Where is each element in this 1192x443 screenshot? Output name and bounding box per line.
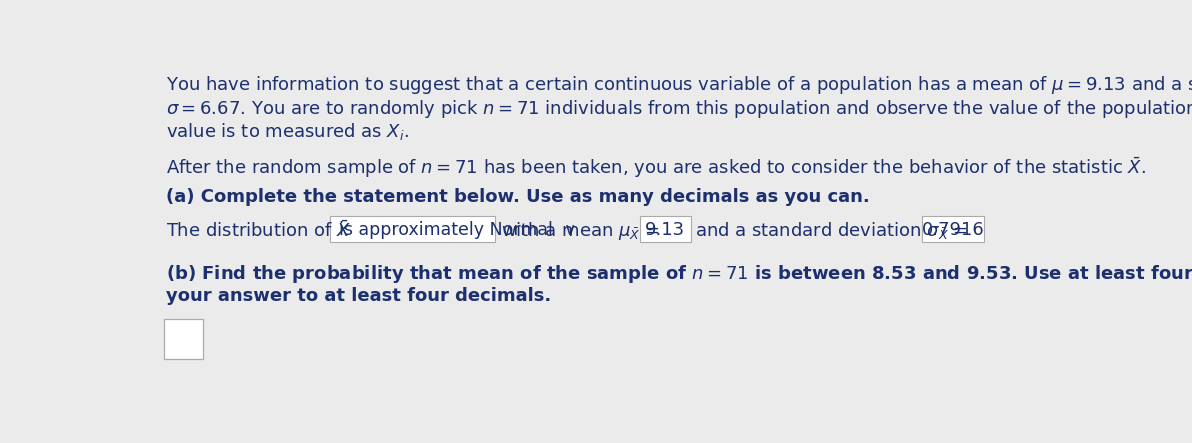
FancyBboxPatch shape bbox=[923, 216, 985, 242]
Text: $\sigma = 6.67$. You are to randomly pick $n = 71$ individuals from this populat: $\sigma = 6.67$. You are to randomly pic… bbox=[166, 97, 1192, 120]
Text: value is to measured as $X_i$.: value is to measured as $X_i$. bbox=[166, 121, 409, 142]
Text: 9.13: 9.13 bbox=[645, 222, 685, 239]
FancyBboxPatch shape bbox=[163, 319, 203, 359]
FancyBboxPatch shape bbox=[330, 216, 496, 242]
Text: After the random sample of $n = 71$ has been taken, you are asked to consider th: After the random sample of $n = 71$ has … bbox=[166, 155, 1146, 180]
Text: (a) Complete the statement below. Use as many decimals as you can.: (a) Complete the statement below. Use as… bbox=[166, 188, 869, 206]
Text: The distribution of $\bar{X}$: The distribution of $\bar{X}$ bbox=[166, 220, 350, 241]
Text: (b) Find the probability that mean of the sample of $n = 71$ is between 8.53 and: (b) Find the probability that mean of th… bbox=[166, 263, 1192, 285]
Text: 0.7916: 0.7916 bbox=[921, 222, 985, 239]
Text: with a mean $\mu_{\bar{X}}$ =: with a mean $\mu_{\bar{X}}$ = bbox=[501, 220, 660, 242]
Text: is approximately Normal  ∨: is approximately Normal ∨ bbox=[340, 222, 577, 239]
Text: and a standard deviation $\sigma_{\bar{X}}$ =: and a standard deviation $\sigma_{\bar{X… bbox=[695, 220, 968, 241]
FancyBboxPatch shape bbox=[640, 216, 691, 242]
Text: your answer to at least four decimals.: your answer to at least four decimals. bbox=[166, 287, 551, 305]
Text: You have information to suggest that a certain continuous variable of a populati: You have information to suggest that a c… bbox=[166, 74, 1192, 96]
